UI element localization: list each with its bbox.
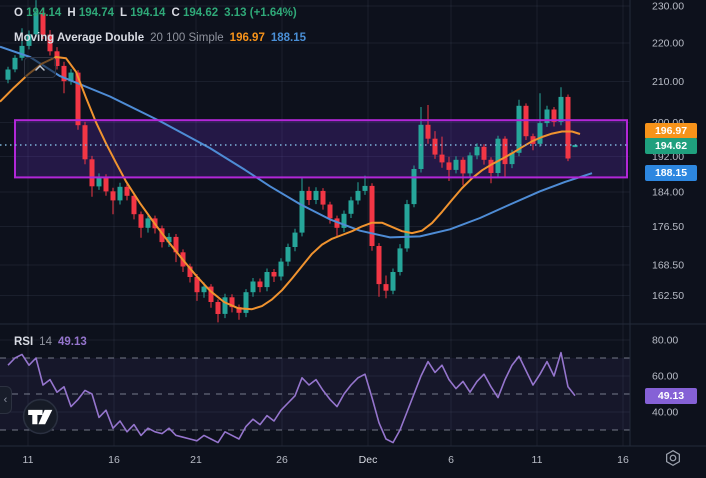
rsi-indicator-param: 14 bbox=[39, 336, 52, 348]
rsi-line bbox=[7, 351, 576, 444]
separators bbox=[0, 0, 706, 447]
axis-tick-label: 176.50 bbox=[652, 221, 684, 233]
chevron-up-icon bbox=[35, 64, 45, 71]
open-label: O 194.14 bbox=[14, 7, 62, 19]
low-label: L 194.14 bbox=[120, 7, 166, 19]
ma-indicator-legend[interactable]: Moving Average Double 20 100 Simple 196.… bbox=[14, 32, 306, 44]
axis-tick-label: 210.00 bbox=[652, 76, 684, 88]
tradingview-logo-icon bbox=[22, 398, 59, 435]
axis-tick-label: 6 bbox=[448, 454, 454, 466]
legend-collapse-button[interactable] bbox=[24, 57, 56, 78]
high-label: H 194.74 bbox=[67, 7, 115, 19]
axis-tick-label: 40.00 bbox=[652, 407, 678, 419]
price-label-ma20: 196.97 bbox=[645, 123, 697, 139]
axis-tick-label: 184.00 bbox=[652, 186, 684, 198]
rsi-value: 49.13 bbox=[57, 336, 87, 348]
price-label-ma100: 188.15 bbox=[645, 165, 697, 181]
ma-indicator-title: Moving Average Double bbox=[14, 32, 145, 44]
close-label: C 194.62 bbox=[171, 7, 219, 19]
axis-tick-label: Dec bbox=[359, 454, 378, 466]
rsi-pane bbox=[0, 351, 630, 444]
ma100-value: 188.15 bbox=[270, 32, 307, 44]
chevron-left-icon: ‹ bbox=[3, 394, 8, 406]
rsi-indicator-title: RSI bbox=[14, 336, 34, 348]
axis-tick-label: 11 bbox=[23, 454, 34, 466]
axis-tick-label: 60.00 bbox=[652, 371, 678, 383]
axis-tick-label: 16 bbox=[108, 454, 120, 466]
ma-indicator-params: 20 100 Simple bbox=[150, 32, 224, 44]
ohlc-legend[interactable]: O 194.14 H 194.74 L 194.14 C 194.62 3.13… bbox=[14, 7, 297, 19]
axis-tick-label: 11 bbox=[532, 454, 543, 466]
axis-tick-label: 230.00 bbox=[652, 0, 684, 12]
ma20-value: 196.97 bbox=[229, 32, 265, 44]
axis-tick-label: 16 bbox=[617, 454, 629, 466]
highlight-zone-fill[interactable] bbox=[15, 120, 627, 178]
axis-tick-label: 168.50 bbox=[652, 260, 684, 272]
ma100-line bbox=[0, 45, 593, 239]
price-label-last: 194.62 bbox=[645, 138, 697, 154]
ma20-line bbox=[0, 56, 581, 311]
change-label: 3.13 (+1.64%) bbox=[224, 7, 297, 19]
rsi-indicator-legend[interactable]: RSI 14 49.13 bbox=[14, 336, 87, 348]
candles-series bbox=[5, 0, 578, 323]
pane-collapse-tab[interactable]: ‹ bbox=[0, 386, 12, 414]
axis-tick-label: 80.00 bbox=[652, 335, 678, 347]
rsi-value-label: 49.13 bbox=[645, 388, 697, 404]
tradingview-logo[interactable] bbox=[22, 398, 59, 435]
axis-tick-label: 21 bbox=[190, 454, 202, 466]
highlight-zone-border[interactable] bbox=[14, 119, 628, 179]
axis-settings-gear-icon[interactable] bbox=[664, 449, 682, 467]
axis-tick-label: 26 bbox=[276, 454, 288, 466]
axis-tick-label: 220.00 bbox=[652, 37, 684, 49]
axis-tick-label: 162.50 bbox=[652, 290, 684, 302]
